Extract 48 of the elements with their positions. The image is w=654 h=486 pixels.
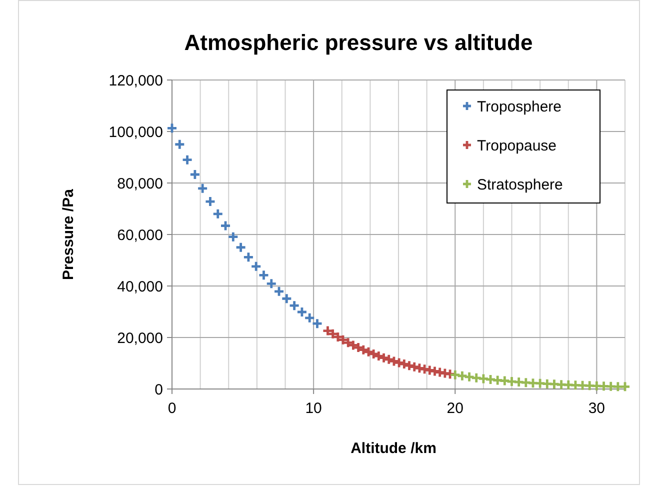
chart-title: Atmospheric pressure vs altitude	[184, 30, 533, 55]
point	[166, 122, 178, 134]
legend-label: Tropopause	[477, 137, 556, 154]
point	[541, 378, 553, 390]
y-tick-label: 120,000	[108, 72, 163, 90]
y-tick-label: 60,000	[117, 226, 163, 244]
x-tick-label: 0	[168, 400, 176, 417]
point	[174, 138, 186, 150]
x-tick-label: 30	[588, 400, 606, 417]
legend-label: Troposphere	[477, 98, 562, 116]
point	[548, 378, 560, 390]
point	[498, 375, 510, 386]
y-tick-label: 100,000	[108, 124, 163, 141]
point	[212, 208, 224, 220]
y-tick-label: 40,000	[117, 278, 163, 296]
point	[506, 376, 518, 388]
point	[266, 278, 278, 290]
point	[235, 242, 246, 254]
point	[484, 374, 496, 386]
legend-label: Stratosphere	[477, 176, 563, 194]
point	[590, 380, 602, 392]
point	[250, 260, 262, 272]
point	[513, 376, 525, 388]
point	[220, 220, 232, 232]
point	[204, 196, 216, 208]
point	[534, 378, 546, 390]
point	[258, 269, 270, 281]
point	[189, 168, 201, 180]
point	[556, 378, 567, 390]
x-axis-title: Altitude /km	[350, 440, 436, 457]
point	[182, 154, 193, 166]
point	[562, 379, 574, 391]
point	[227, 231, 239, 243]
point	[619, 380, 631, 392]
y-tick-label: 0	[154, 381, 163, 398]
point	[196, 182, 208, 194]
point	[242, 251, 254, 263]
x-tick-label: 20	[446, 400, 464, 417]
point	[492, 374, 504, 386]
point	[598, 380, 610, 392]
y-tick-label: 20,000	[117, 330, 163, 347]
point	[520, 376, 532, 388]
x-tick-label: 10	[305, 400, 322, 417]
y-tick-label: 80,000	[117, 175, 163, 192]
y-axis-title: Pressure /Pa	[60, 188, 77, 280]
point	[605, 380, 617, 392]
point	[478, 373, 490, 384]
point	[576, 380, 588, 392]
